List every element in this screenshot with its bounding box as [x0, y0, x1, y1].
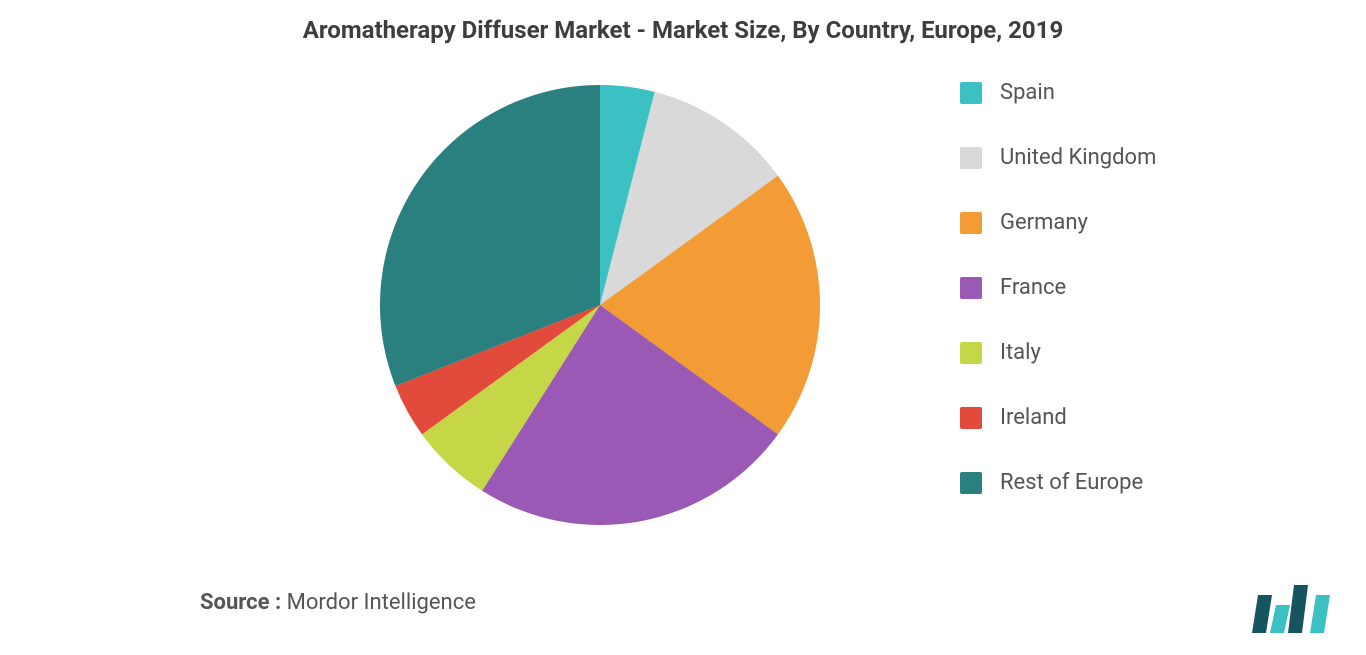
legend-swatch-icon [960, 472, 982, 494]
legend-item: United Kingdom [960, 145, 1156, 170]
legend-item: France [960, 275, 1156, 300]
source-value: Mordor Intelligence [287, 590, 476, 615]
legend-swatch-icon [960, 342, 982, 364]
legend-label: France [1000, 275, 1066, 300]
legend-label: United Kingdom [1000, 145, 1156, 170]
legend-swatch-icon [960, 147, 982, 169]
legend-swatch-icon [960, 212, 982, 234]
legend-item: Rest of Europe [960, 470, 1156, 495]
legend-label: Rest of Europe [1000, 470, 1143, 495]
legend-swatch-icon [960, 82, 982, 104]
legend-label: Italy [1000, 340, 1041, 365]
legend-item: Ireland [960, 405, 1156, 430]
legend-label: Ireland [1000, 405, 1067, 430]
legend-swatch-icon [960, 277, 982, 299]
legend-label: Spain [1000, 80, 1055, 105]
legend-label: Germany [1000, 210, 1088, 235]
legend-item: Germany [960, 210, 1156, 235]
pie-svg [0, 0, 1366, 655]
legend-swatch-icon [960, 407, 982, 429]
source-line: Source : Mordor Intelligence [200, 590, 476, 615]
legend-item: Spain [960, 80, 1156, 105]
legend: Spain United Kingdom Germany France Italy Ire… [960, 80, 1156, 495]
source-label: Source : [200, 590, 287, 615]
brand-logo-icon [1252, 583, 1342, 637]
legend-item: Italy [960, 340, 1156, 365]
